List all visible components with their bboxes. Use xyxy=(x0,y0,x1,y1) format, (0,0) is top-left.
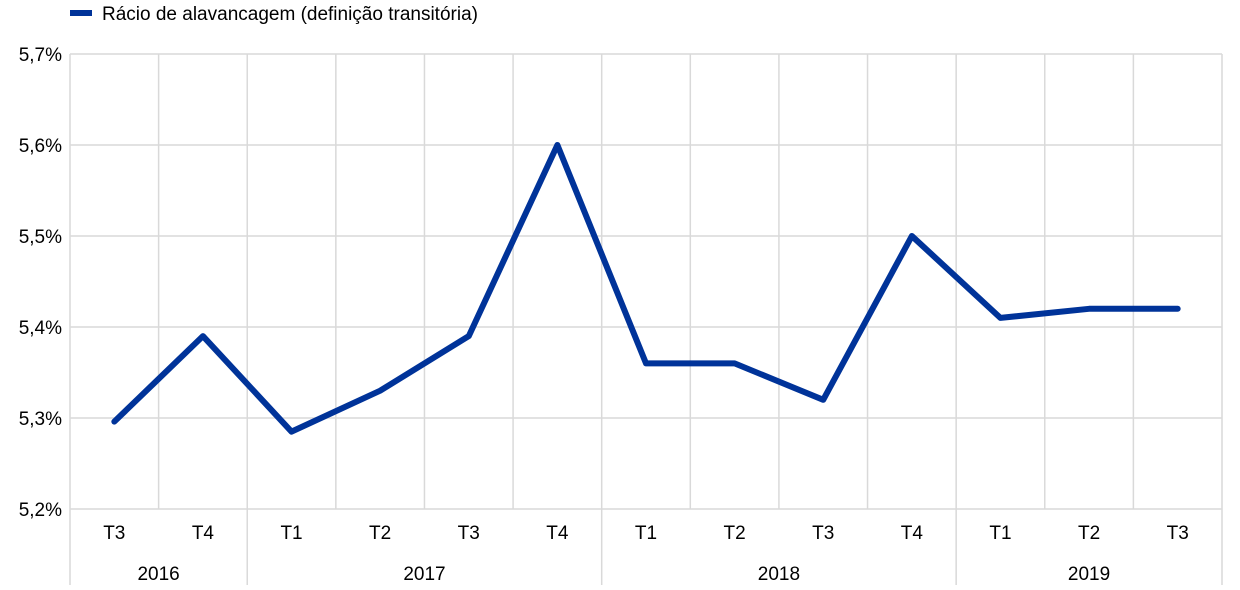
x-tick-label: T3 xyxy=(103,523,125,544)
vertical-gridlines xyxy=(69,54,1223,585)
x-tick-label: T4 xyxy=(546,523,569,544)
y-tick-label: 5,3% xyxy=(19,409,62,430)
series-layer xyxy=(111,142,1181,435)
y-axis-tick-labels: 5,2% 5,3% 5,4% 5,5% 5,6% 5,7% xyxy=(19,45,62,521)
x-tick-label: T3 xyxy=(458,523,480,544)
y-tick-label: 5,5% xyxy=(19,227,62,248)
x-tick-label: T2 xyxy=(1078,523,1100,544)
y-tick-label: 5,6% xyxy=(19,136,62,157)
horizontal-gridlines xyxy=(70,53,1222,510)
x-axis-year-labels: 2016 2017 2018 2019 xyxy=(137,564,1110,585)
series-line xyxy=(111,142,1181,435)
x-tick-label: T2 xyxy=(369,523,391,544)
y-tick-label: 5,2% xyxy=(19,500,62,521)
legend-label: Rácio de alavancagem (definição transitó… xyxy=(102,4,478,25)
x-tick-label: T4 xyxy=(901,523,924,544)
year-label: 2016 xyxy=(137,564,179,585)
year-label: 2018 xyxy=(758,564,800,585)
y-tick-label: 5,7% xyxy=(19,45,62,66)
x-tick-label: T3 xyxy=(1167,523,1189,544)
year-label: 2019 xyxy=(1068,564,1110,585)
x-tick-label: T2 xyxy=(724,523,746,544)
x-tick-label: T1 xyxy=(280,523,302,544)
x-tick-label: T1 xyxy=(989,523,1011,544)
legend-swatch xyxy=(70,10,92,16)
x-tick-label: T1 xyxy=(635,523,657,544)
year-label: 2017 xyxy=(403,564,445,585)
x-tick-label: T4 xyxy=(192,523,215,544)
x-axis-quarter-labels: T3 T4 T1 T2 T3 T4 T1 T2 T3 T4 T1 T2 T3 xyxy=(103,523,1189,544)
legend: Rácio de alavancagem (definição transitó… xyxy=(70,4,478,25)
y-tick-label: 5,4% xyxy=(19,318,62,339)
x-tick-label: T3 xyxy=(812,523,834,544)
